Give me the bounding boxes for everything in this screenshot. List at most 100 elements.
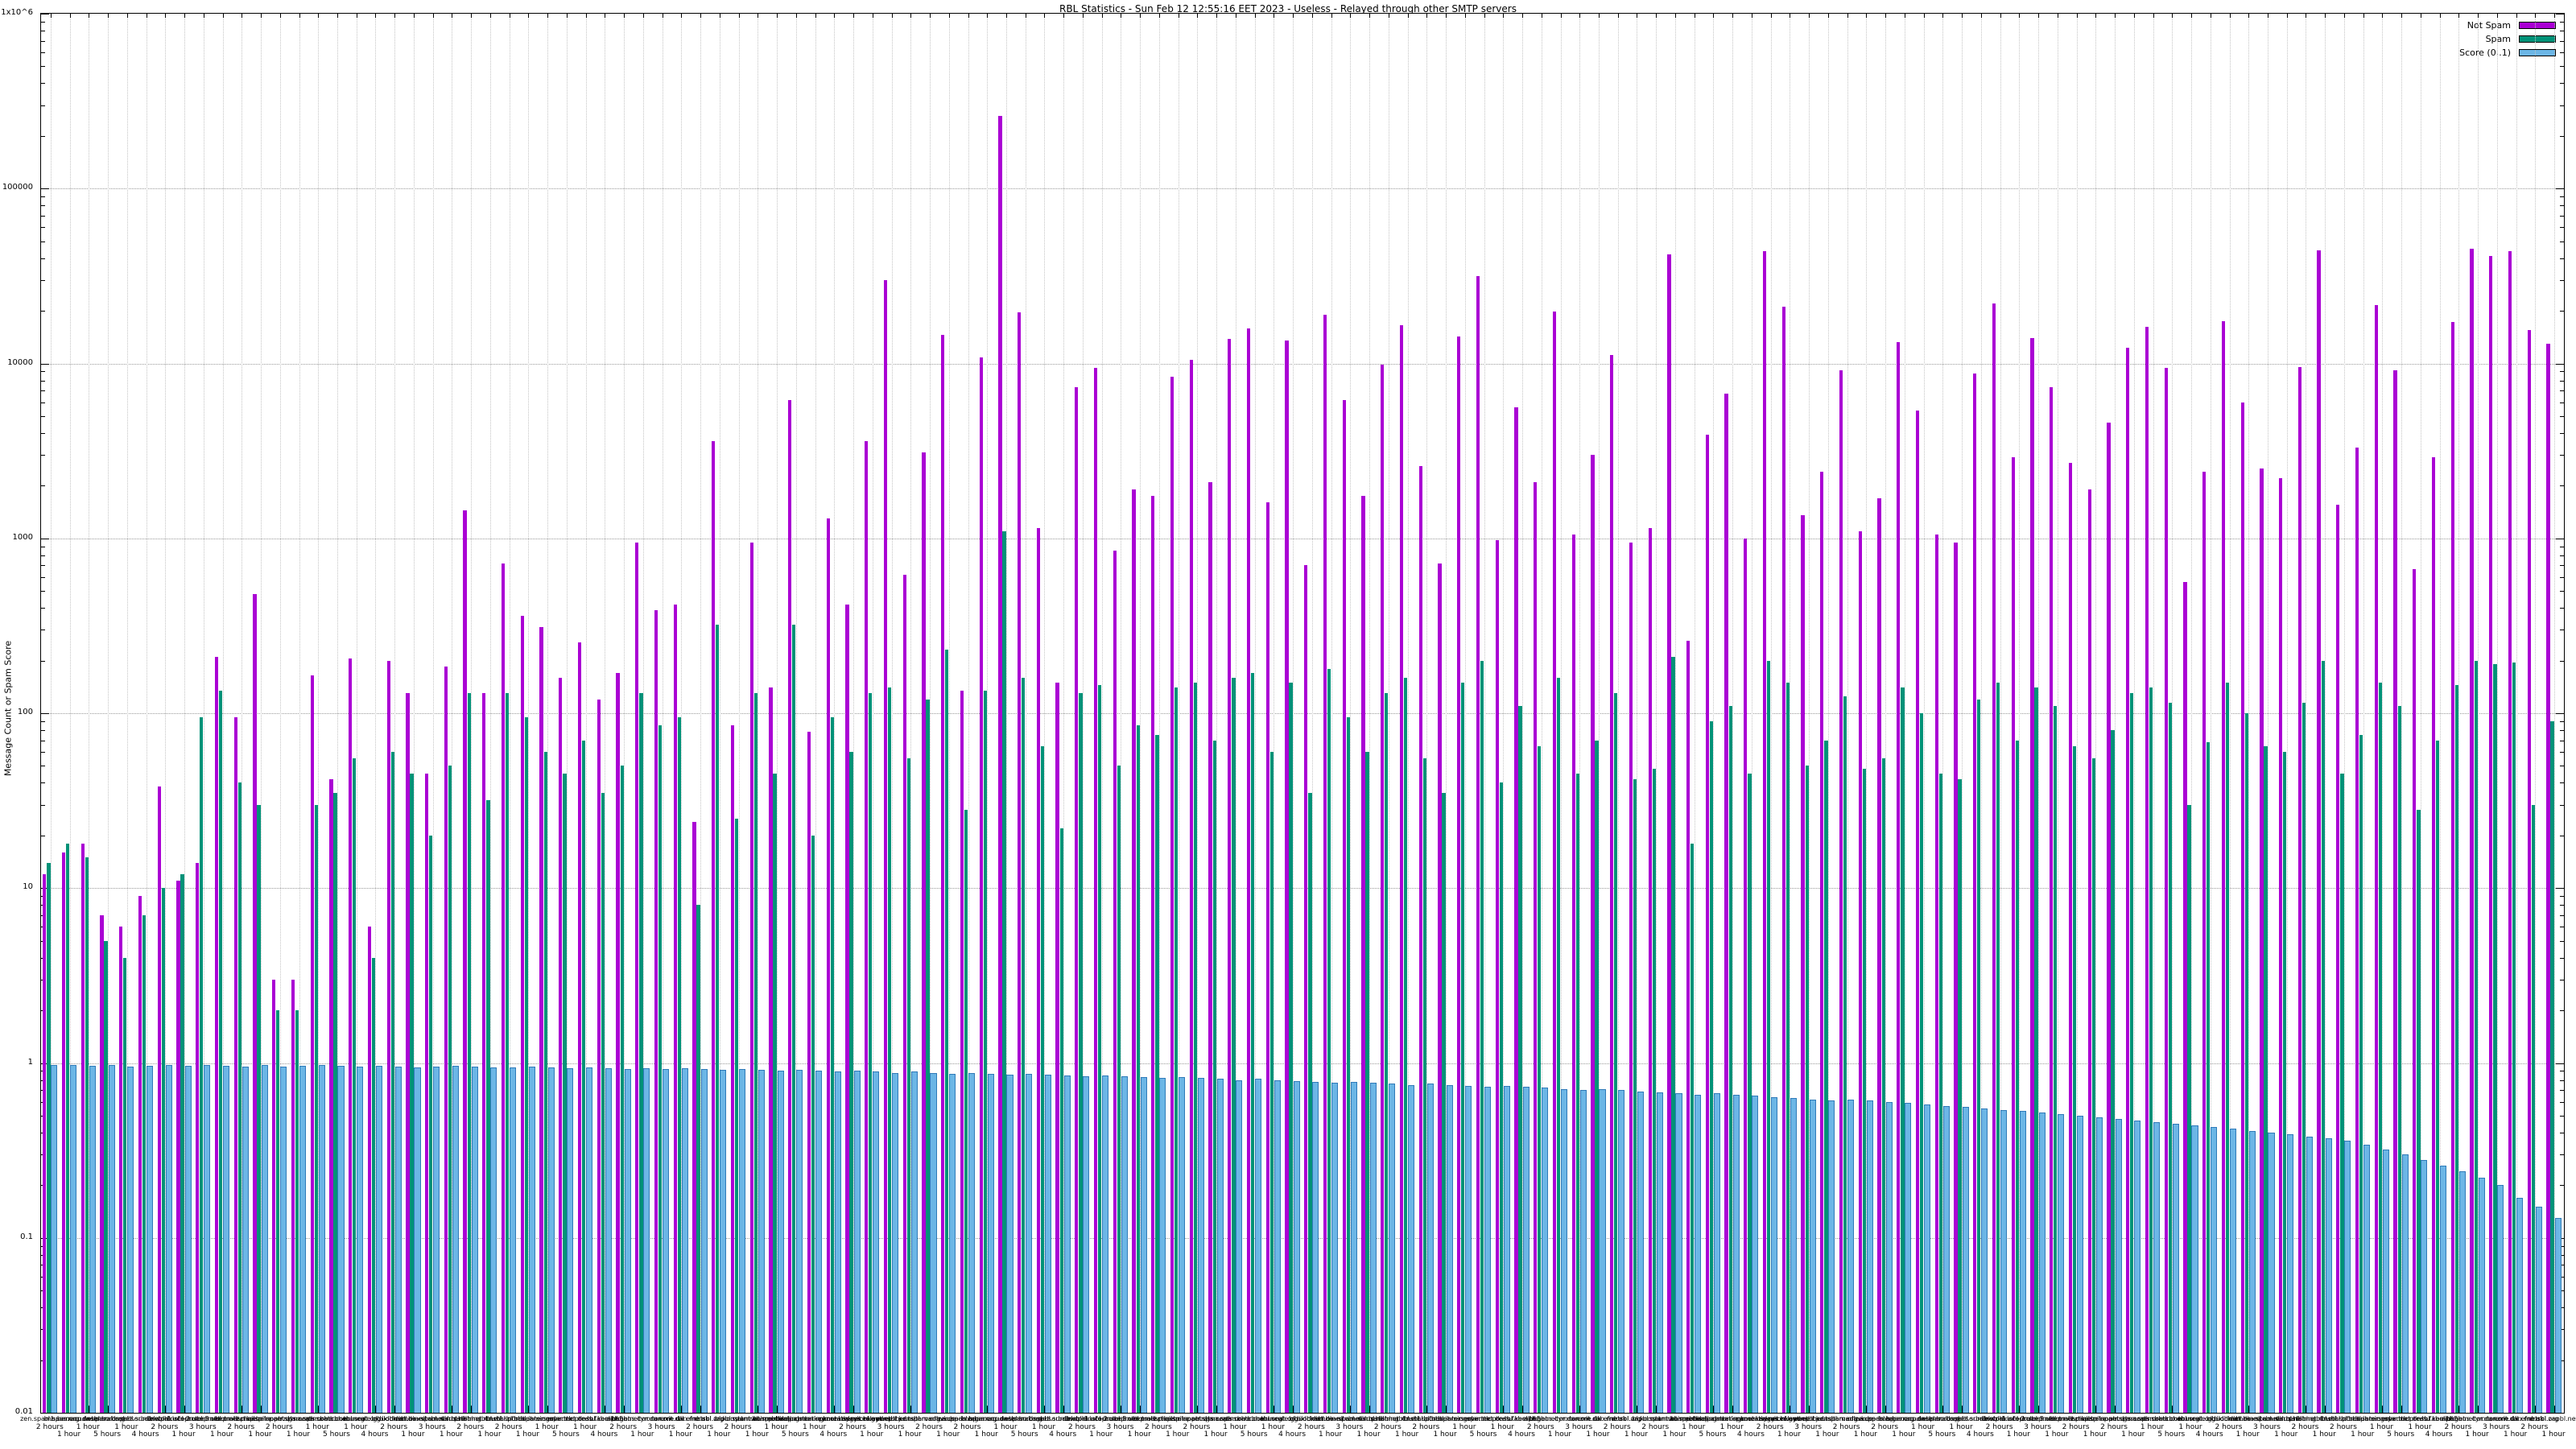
y-tick bbox=[2556, 888, 2564, 890]
bar-not-spam bbox=[1839, 370, 1843, 1413]
bar-spam bbox=[811, 835, 815, 1413]
bar-score bbox=[223, 1066, 230, 1413]
bar-score bbox=[1962, 1107, 1969, 1413]
x-tick-label: dnsbl.zapbl.net bbox=[694, 1415, 744, 1422]
x-tick-label: zen.spamhaus.org bbox=[937, 1415, 997, 1422]
bar-not-spam bbox=[616, 672, 620, 1413]
bar-not-spam bbox=[788, 399, 792, 1413]
y-tick bbox=[2556, 713, 2564, 714]
x-tick bbox=[681, 14, 683, 18]
y-minor-tick bbox=[41, 205, 45, 207]
bar-score bbox=[1121, 1075, 1128, 1413]
bar-spam bbox=[1996, 682, 2000, 1413]
y-minor-tick bbox=[41, 608, 45, 609]
bar-spam bbox=[1385, 693, 1389, 1413]
bar-score bbox=[433, 1067, 440, 1413]
bar-score bbox=[987, 1073, 994, 1413]
bar-spam bbox=[353, 758, 357, 1413]
bar-score bbox=[663, 1069, 670, 1413]
bar-spam bbox=[1422, 758, 1426, 1413]
y-minor-tick bbox=[41, 105, 45, 106]
x-duration-label: 2 hours bbox=[1183, 1423, 1211, 1431]
x-tick bbox=[2458, 14, 2460, 18]
x-tick-label: dnsbl-2.uceprotect.net bbox=[166, 1415, 240, 1422]
x-duration-label: 4 hours bbox=[590, 1430, 618, 1439]
bar-not-spam bbox=[291, 979, 295, 1413]
y-minor-tick bbox=[41, 576, 45, 578]
x-duration-label: 1 hour bbox=[1394, 1430, 1419, 1439]
bar-not-spam bbox=[2355, 448, 2359, 1413]
bar-score bbox=[949, 1073, 956, 1413]
x-duration-label: 1 hour bbox=[2541, 1430, 2566, 1439]
legend-swatch-spam bbox=[2519, 35, 2556, 43]
x-duration-label: 5 hours bbox=[1469, 1430, 1497, 1439]
x-duration-label: 3 hours bbox=[1335, 1423, 1364, 1431]
bar-spam bbox=[1767, 660, 1771, 1413]
bar-not-spam bbox=[157, 786, 161, 1413]
y-minor-tick bbox=[2560, 591, 2564, 592]
bar-not-spam bbox=[367, 927, 372, 1413]
x-tick bbox=[2191, 14, 2193, 18]
bar-score bbox=[2497, 1185, 2504, 1413]
x-tick-label: spamsources.fabel.dk bbox=[1467, 1415, 1538, 1422]
x-tick bbox=[279, 14, 281, 18]
bar-spam bbox=[1938, 774, 1942, 1413]
bar-spam bbox=[2436, 740, 2440, 1413]
bar-spam bbox=[1327, 668, 1331, 1413]
bar-score bbox=[700, 1069, 708, 1413]
bar-spam bbox=[2283, 752, 2287, 1413]
bar-score bbox=[414, 1067, 421, 1413]
x-tick-label: relays.bl.gweep.ca bbox=[1759, 1415, 1819, 1422]
x-tick-label: relays.bl.gweep.ca bbox=[841, 1415, 902, 1422]
bar-not-spam bbox=[1132, 489, 1136, 1413]
bar-not-spam bbox=[1534, 481, 1538, 1413]
x-gridline bbox=[1350, 14, 1352, 1413]
x-tick bbox=[1082, 14, 1084, 18]
y-minor-tick bbox=[2560, 555, 2564, 556]
x-gridline bbox=[184, 14, 186, 1413]
legend-label-score: Score (0..1) bbox=[2459, 47, 2511, 58]
x-duration-label: 1 hour bbox=[2140, 1423, 2165, 1431]
bar-score bbox=[1255, 1079, 1262, 1413]
y-gridline bbox=[41, 713, 2564, 714]
x-duration-label: 1 hour bbox=[2121, 1430, 2145, 1439]
x-gridline bbox=[2343, 14, 2345, 1413]
y-minor-tick bbox=[2560, 371, 2564, 373]
x-tick-label: singular.ttk.pte.hu bbox=[2371, 1415, 2430, 1422]
x-tick bbox=[2000, 14, 2001, 18]
x-tick bbox=[299, 14, 300, 18]
x-tick-label: tor.dan.me.uk bbox=[638, 1415, 684, 1422]
bar-spam bbox=[1174, 687, 1179, 1413]
x-tick bbox=[126, 14, 128, 18]
bar-not-spam bbox=[1285, 341, 1289, 1413]
x-duration-label: 1 hour bbox=[2351, 1430, 2375, 1439]
x-tick-label: z.mailspike.net bbox=[1153, 1415, 1202, 1422]
bar-score bbox=[873, 1071, 880, 1413]
bar-score bbox=[1408, 1084, 1415, 1413]
x-tick bbox=[2439, 14, 2441, 18]
x-gridline bbox=[2095, 14, 2097, 1413]
bar-spam bbox=[1403, 677, 1408, 1413]
bar-spam bbox=[1518, 706, 1522, 1413]
x-gridline bbox=[2153, 14, 2154, 1413]
bar-spam bbox=[1958, 778, 1962, 1413]
bar-not-spam bbox=[597, 699, 601, 1413]
bar-score bbox=[2535, 1207, 2542, 1413]
bar-score bbox=[204, 1065, 211, 1413]
x-tick-label: dyna.spamrats.com bbox=[285, 1415, 349, 1422]
x-tick bbox=[1331, 14, 1332, 18]
x-gridline bbox=[318, 14, 320, 1413]
bar-score bbox=[1713, 1093, 1720, 1413]
x-tick-label: dnsbl.dronebl.org bbox=[1225, 1415, 1282, 1422]
x-tick-label: rbl.interserver.net bbox=[2352, 1415, 2411, 1422]
bar-score bbox=[1044, 1074, 1051, 1413]
bar-score bbox=[51, 1065, 58, 1413]
x-tick-label: bl.spameatingmonkey.net bbox=[1670, 1415, 1755, 1422]
bar-score bbox=[2058, 1114, 2065, 1413]
x-gridline bbox=[1484, 14, 1485, 1413]
x-tick bbox=[261, 14, 262, 18]
x-axis-labels: zen.spamhaus.org 2 hours bl.spamcop.net 1 h… bbox=[20, 1414, 2576, 1448]
bar-spam bbox=[257, 804, 261, 1413]
bar-not-spam bbox=[196, 862, 200, 1413]
x-tick-label: bogons.cymru.com bbox=[611, 1415, 674, 1422]
